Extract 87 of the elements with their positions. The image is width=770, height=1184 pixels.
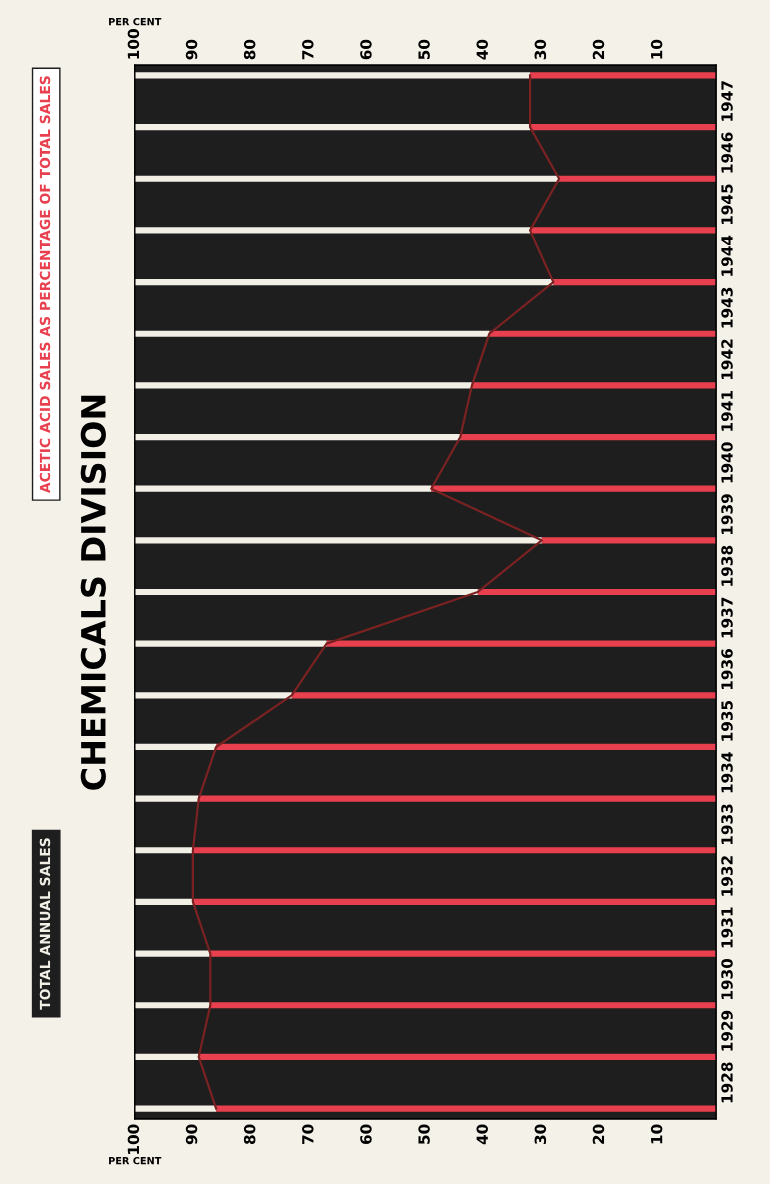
bar — [216, 1105, 717, 1112]
y-tick-label: 1936 — [721, 649, 733, 690]
y-tick-label: 1930 — [721, 958, 733, 999]
bar — [134, 1105, 217, 1112]
bar — [134, 795, 199, 802]
bar — [541, 537, 717, 544]
bar — [530, 227, 717, 234]
y-tick-label: 1943 — [721, 287, 733, 328]
bar — [216, 743, 717, 751]
x-tick-label: 100 — [127, 29, 140, 59]
x-tick-label: 20 — [592, 39, 605, 60]
bar — [134, 743, 217, 751]
bar — [134, 950, 211, 957]
x2-tick-label: 70 — [302, 1124, 314, 1144]
bar — [134, 640, 327, 647]
bar — [489, 330, 717, 337]
y-tick-label: 1945 — [721, 184, 733, 225]
y-tick-label: 1944 — [721, 235, 733, 276]
y-tick-label: 1931 — [721, 907, 733, 948]
bar — [134, 847, 193, 854]
bar — [530, 72, 717, 79]
bar — [134, 330, 490, 337]
x-tick-label: 30 — [534, 39, 547, 60]
x-axis-title: PER CENT — [109, 1156, 162, 1165]
bar — [134, 1053, 199, 1060]
bar — [477, 588, 717, 596]
text: CHEMICALS DIVISION — [80, 395, 106, 790]
bar — [134, 537, 542, 544]
y-tick-label: 1941 — [721, 391, 733, 431]
x2-tick-label: 60 — [360, 1124, 372, 1145]
x2-axis-title: PER CENT — [109, 17, 162, 26]
bar — [291, 692, 717, 699]
bar — [471, 382, 717, 389]
bar — [192, 847, 717, 854]
bar — [134, 124, 531, 131]
bar — [134, 382, 472, 389]
x-tick-label: 60 — [360, 39, 372, 60]
x-tick-label: 80 — [243, 39, 256, 60]
bar — [559, 175, 717, 182]
y-tick-label: 1942 — [721, 339, 733, 380]
bar — [134, 278, 554, 286]
bar — [460, 433, 717, 441]
bar — [134, 1002, 211, 1009]
y-tick-label: 1947 — [721, 81, 733, 121]
bar — [198, 795, 717, 802]
bar — [134, 485, 432, 492]
x2-tick-label: 10 — [650, 1124, 663, 1144]
x-tick-label: 90 — [185, 39, 198, 60]
bar — [210, 1002, 717, 1009]
text: ACETIC ACID SALES AS PERCENTAGE OF TOTAL SALES — [39, 76, 51, 494]
y-tick-label: 1928 — [721, 1062, 733, 1103]
y-tick-label: 1940 — [721, 442, 733, 483]
x2-tick-label: 90 — [185, 1124, 198, 1145]
x2-tick-label: 20 — [592, 1124, 605, 1144]
y-tick-label: 1932 — [721, 856, 733, 896]
x2-tick-label: 50 — [418, 1124, 430, 1144]
y-tick-label: 1935 — [721, 700, 733, 741]
text: TOTAL ANNUAL SALES — [39, 838, 51, 1010]
bar — [326, 640, 717, 647]
bar — [210, 950, 717, 957]
bar — [134, 175, 560, 182]
bar — [134, 433, 461, 441]
y-tick-label: 1934 — [721, 752, 733, 793]
x-tick-label: 40 — [476, 39, 488, 60]
y-tick-label: 1938 — [721, 545, 733, 586]
bar — [192, 898, 717, 906]
x2-tick-label: 80 — [243, 1124, 256, 1145]
bar — [134, 898, 193, 906]
bar — [134, 588, 478, 596]
bar — [134, 227, 531, 234]
x2-tick-label: 40 — [476, 1124, 488, 1145]
x2-tick-label: 30 — [534, 1124, 547, 1144]
bar — [134, 692, 292, 699]
y-tick-label: 1929 — [721, 1010, 733, 1051]
bar — [431, 485, 717, 492]
y-tick-label: 1933 — [721, 804, 733, 844]
y-tick-label: 1939 — [721, 494, 733, 535]
y-tick-label: 1946 — [721, 132, 733, 173]
bar — [553, 278, 717, 286]
x2-tick-label: 100 — [127, 1124, 140, 1154]
bar — [134, 72, 531, 79]
x-tick-label: 10 — [650, 39, 663, 59]
bar — [530, 124, 717, 131]
x-tick-label: 50 — [418, 39, 430, 60]
y-tick-label: 1937 — [721, 597, 733, 638]
x-tick-label: 70 — [302, 39, 314, 60]
bar — [198, 1053, 717, 1060]
